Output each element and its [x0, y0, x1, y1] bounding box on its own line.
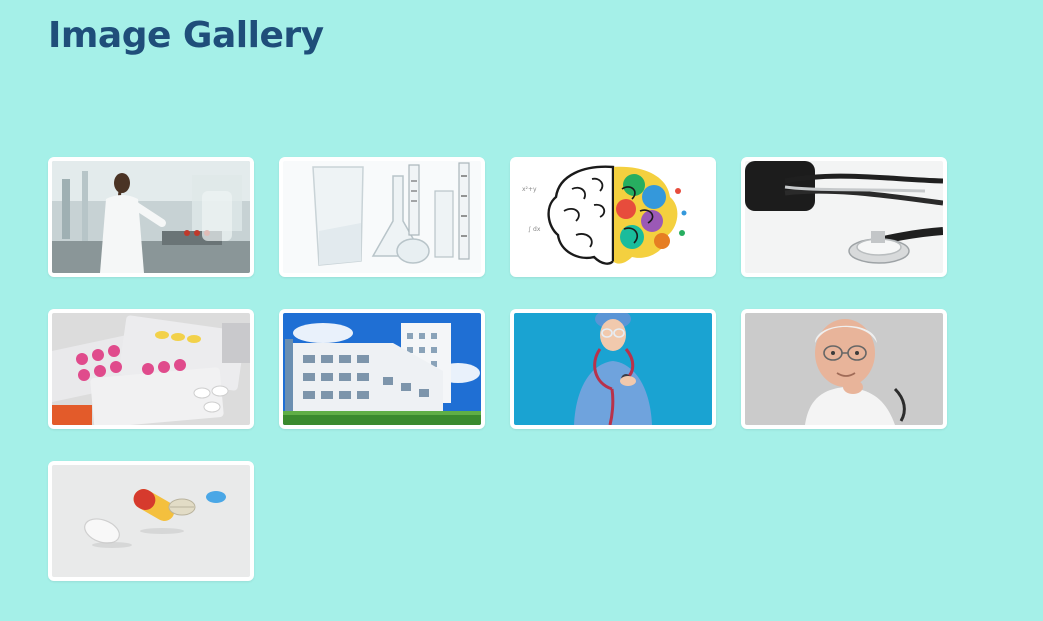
pill-blister-packs-image: [52, 313, 250, 425]
colorful-brain-image: x²+y ∫ dx: [514, 161, 712, 273]
svg-text:∫ dx: ∫ dx: [528, 226, 541, 233]
svg-text:x²+y: x²+y: [522, 186, 537, 193]
gallery-image-laboratory-scientist[interactable]: [48, 157, 254, 277]
gallery-image-nurse-with-stethoscope[interactable]: [510, 309, 716, 429]
nurse-with-stethoscope-image: [514, 313, 712, 425]
gallery-image-pill-blister-packs[interactable]: [48, 309, 254, 429]
page-title: Image Gallery: [48, 15, 324, 56]
laboratory-scientist-image: [52, 161, 250, 273]
gallery-image-stethoscope[interactable]: [741, 157, 947, 277]
gallery-image-capsules-and-pills[interactable]: [48, 461, 254, 581]
gallery-image-senior-doctor[interactable]: [741, 309, 947, 429]
stethoscope-image: [745, 161, 943, 273]
gallery-image-colorful-brain[interactable]: x²+y ∫ dx: [510, 157, 716, 277]
senior-doctor-image: [745, 313, 943, 425]
gallery-image-lab-glassware[interactable]: [279, 157, 485, 277]
capsules-and-pills-image: [52, 465, 250, 577]
image-gallery: x²+y ∫ dx: [48, 157, 948, 581]
gallery-image-hospital-building[interactable]: [279, 309, 485, 429]
lab-glassware-image: [283, 161, 481, 273]
hospital-building-image: [283, 313, 481, 425]
